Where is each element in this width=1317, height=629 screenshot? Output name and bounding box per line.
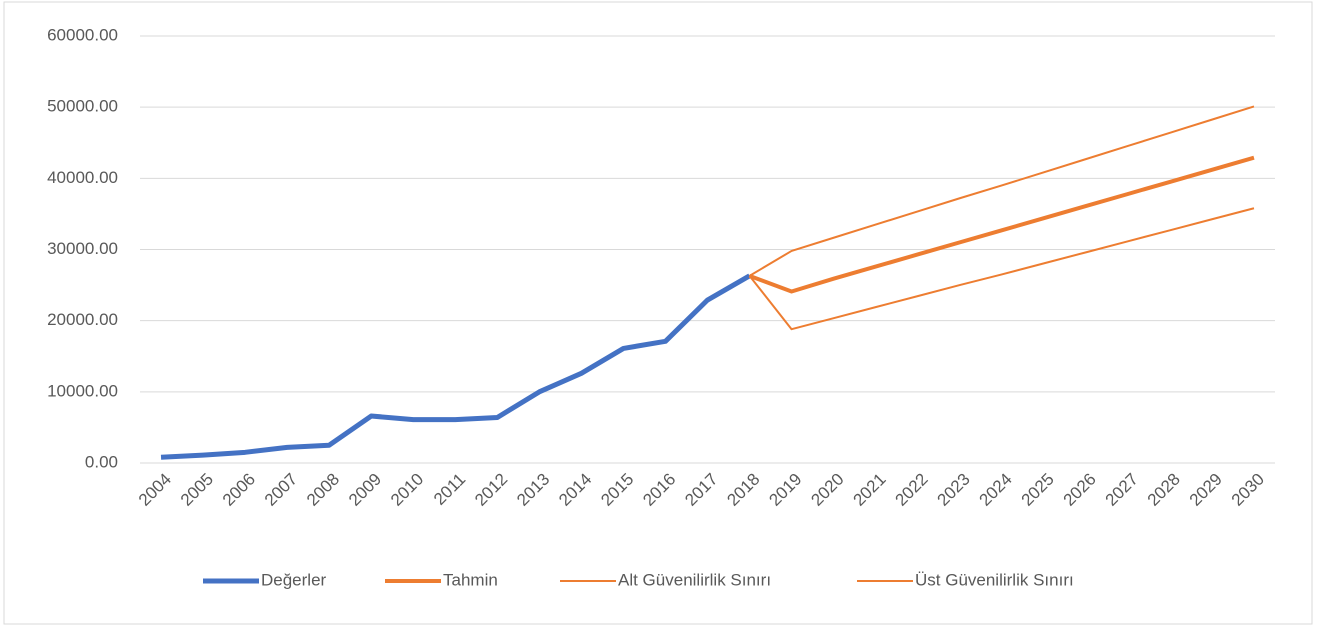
- series-line: [749, 105, 1255, 277]
- legend-label: Üst Güvenilirlik Sınırı: [915, 570, 1074, 589]
- series-line: [748, 155, 1255, 294]
- series-line: [748, 207, 1255, 331]
- legend-label: Alt Güvenilirlik Sınırı: [618, 570, 771, 589]
- y-tick-label: 0.00: [85, 452, 118, 471]
- y-tick-label: 50000.00: [47, 97, 118, 116]
- legend-label: Tahmin: [443, 570, 498, 589]
- y-tick-label: 40000.00: [47, 168, 118, 187]
- y-tick-label: 30000.00: [47, 239, 118, 258]
- y-tick-label: 20000.00: [47, 310, 118, 329]
- chart-frame: [3, 1, 1313, 625]
- series-line: [160, 273, 751, 460]
- y-tick-label: 10000.00: [47, 381, 118, 400]
- legend-label: Değerler: [261, 570, 327, 589]
- y-tick-label: 60000.00: [47, 25, 118, 44]
